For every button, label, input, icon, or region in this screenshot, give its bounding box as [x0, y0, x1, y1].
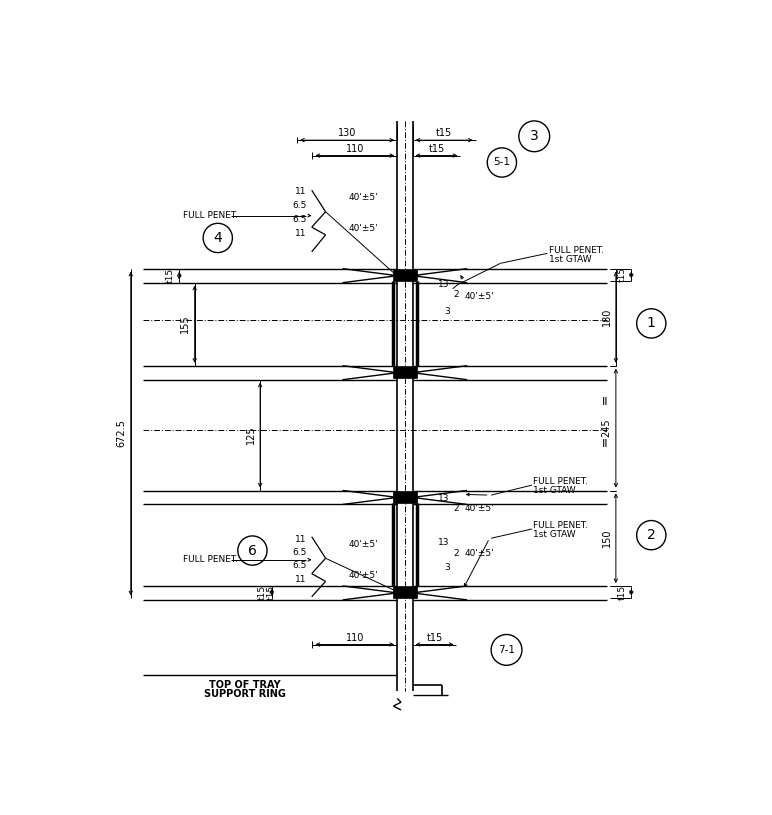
Text: 2: 2 [453, 290, 459, 299]
Text: t15: t15 [618, 267, 627, 283]
Text: 110: 110 [346, 143, 364, 153]
Text: 6.5: 6.5 [292, 548, 306, 557]
Text: TOP OF TRAY: TOP OF TRAY [209, 680, 280, 689]
Text: FULL PENET.: FULL PENET. [533, 521, 588, 530]
Text: t15: t15 [436, 128, 452, 139]
Text: II: II [602, 439, 608, 449]
Text: 1st GTAW: 1st GTAW [533, 530, 576, 539]
Text: 13: 13 [438, 494, 449, 503]
Polygon shape [393, 366, 417, 378]
Text: 2: 2 [453, 549, 459, 558]
Text: 110: 110 [346, 632, 364, 642]
Text: 40'±5': 40'±5' [349, 570, 378, 579]
Text: FULL PENET.: FULL PENET. [549, 246, 604, 255]
Text: 5-1: 5-1 [493, 157, 510, 167]
Text: 11: 11 [295, 229, 306, 238]
Text: 125: 125 [246, 425, 256, 444]
Text: 40'±5': 40'±5' [349, 193, 378, 202]
Text: SUPPORT RING: SUPPORT RING [204, 689, 286, 698]
Text: 40'±5': 40'±5' [349, 224, 378, 233]
Text: 2: 2 [453, 504, 459, 513]
Text: FULL PENET.: FULL PENET. [183, 555, 238, 564]
Text: 3: 3 [444, 563, 449, 572]
Text: 40'±5': 40'±5' [349, 540, 378, 548]
Text: t15: t15 [428, 143, 445, 153]
Text: 2: 2 [647, 528, 655, 542]
Text: 130: 130 [338, 128, 357, 139]
Text: 155: 155 [181, 315, 191, 333]
Text: 40'±5': 40'±5' [464, 549, 494, 558]
Text: 13: 13 [438, 539, 449, 548]
Text: 150: 150 [601, 529, 611, 548]
Polygon shape [393, 586, 417, 598]
Text: 6.5: 6.5 [292, 201, 306, 210]
Polygon shape [393, 491, 417, 503]
Text: t15: t15 [258, 584, 267, 600]
Text: 11: 11 [295, 187, 306, 196]
Text: 3: 3 [444, 307, 449, 316]
Text: 7-1: 7-1 [498, 645, 515, 655]
Text: t15: t15 [618, 584, 627, 600]
Text: 180: 180 [601, 308, 611, 327]
Text: 11: 11 [295, 535, 306, 544]
Text: 1st GTAW: 1st GTAW [533, 486, 576, 495]
Text: t15: t15 [267, 584, 276, 600]
Text: FULL PENET.: FULL PENET. [183, 211, 238, 220]
Text: 11: 11 [295, 575, 306, 584]
Text: 6.5: 6.5 [292, 215, 306, 224]
Text: 6: 6 [248, 544, 257, 557]
Text: II: II [602, 397, 608, 407]
Text: 40'±5': 40'±5' [464, 292, 494, 301]
Text: 13: 13 [438, 280, 449, 289]
Text: t15: t15 [165, 268, 174, 284]
Text: 1st GTAW: 1st GTAW [549, 255, 591, 264]
Text: FULL PENET.: FULL PENET. [533, 477, 588, 486]
Text: 672.5: 672.5 [117, 420, 127, 447]
Text: 245: 245 [601, 419, 611, 438]
Polygon shape [393, 269, 417, 281]
Text: 4: 4 [213, 231, 222, 245]
Text: t15: t15 [426, 632, 442, 642]
Text: 6.5: 6.5 [292, 562, 306, 570]
Text: 3: 3 [530, 130, 539, 143]
Text: 1: 1 [647, 316, 655, 330]
Text: 40'±5': 40'±5' [464, 504, 494, 513]
